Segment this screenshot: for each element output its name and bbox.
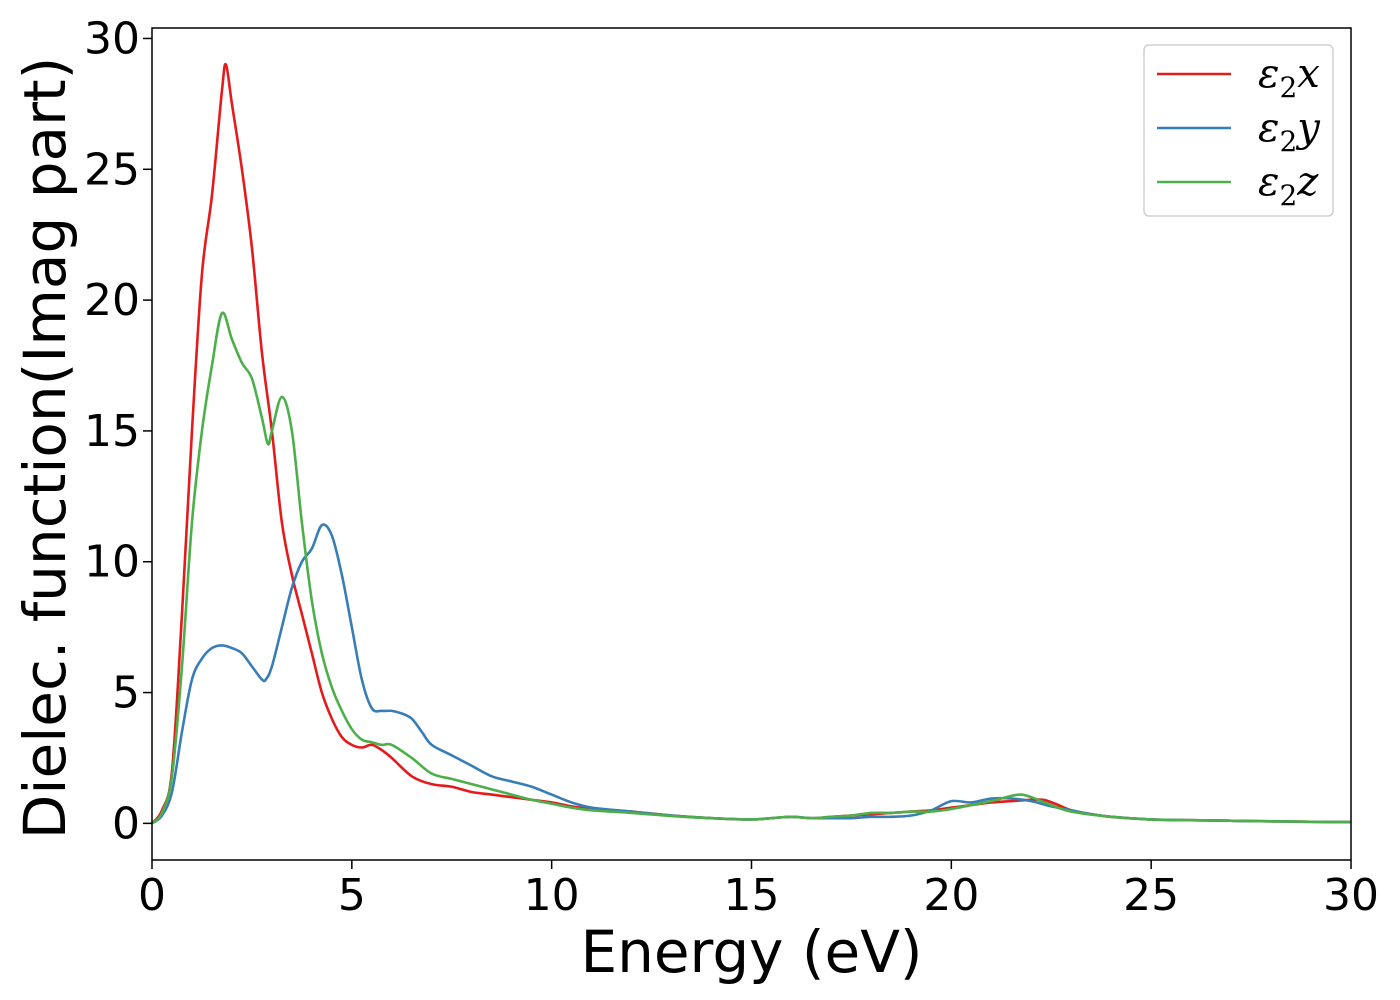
legend-variable: z	[1296, 159, 1319, 205]
y-axis-label: Dielec. function(Imag part)	[11, 57, 79, 840]
legend-label-z: ε2z	[1258, 159, 1319, 212]
legend-box	[1143, 44, 1334, 217]
y-tick-label: 20	[84, 275, 140, 326]
y-tick-label: 0	[112, 798, 140, 849]
legend-label-x: ε2x	[1258, 51, 1320, 104]
legend-symbol: ε	[1258, 105, 1279, 151]
y-tick-label: 15	[84, 406, 140, 457]
x-tick-label: 10	[524, 870, 580, 921]
legend-subscript: 2	[1279, 125, 1297, 158]
series-layer	[150, 62, 1352, 825]
x-axis-label: Energy (eV)	[580, 918, 922, 986]
series-line-y	[151, 523, 1352, 825]
legend-label-y: ε2y	[1258, 105, 1321, 158]
series-line-z	[151, 311, 1352, 825]
x-tick-label: 5	[338, 870, 366, 921]
legend-symbol: ε	[1258, 159, 1279, 205]
x-tick-label: 15	[724, 870, 780, 921]
y-tick-label: 30	[84, 13, 140, 64]
y-tick-label: 5	[112, 668, 140, 719]
legend-subscript: 2	[1279, 179, 1297, 212]
y-axis: 0 5 10 15 20 25 30	[84, 13, 152, 849]
legend-subscript: 2	[1279, 71, 1297, 104]
x-tick-label: 20	[923, 870, 979, 921]
x-tick-label: 25	[1123, 870, 1179, 921]
x-tick-label: 0	[138, 870, 166, 921]
x-axis: 0 5 10 15 20 25 30	[138, 860, 1379, 921]
legend-symbol: ε	[1258, 51, 1279, 97]
x-tick-label: 30	[1323, 870, 1379, 921]
y-tick-label: 25	[84, 144, 140, 195]
legend-variable: y	[1295, 105, 1321, 151]
legend-variable: x	[1297, 51, 1320, 97]
y-tick-label: 10	[84, 537, 140, 588]
